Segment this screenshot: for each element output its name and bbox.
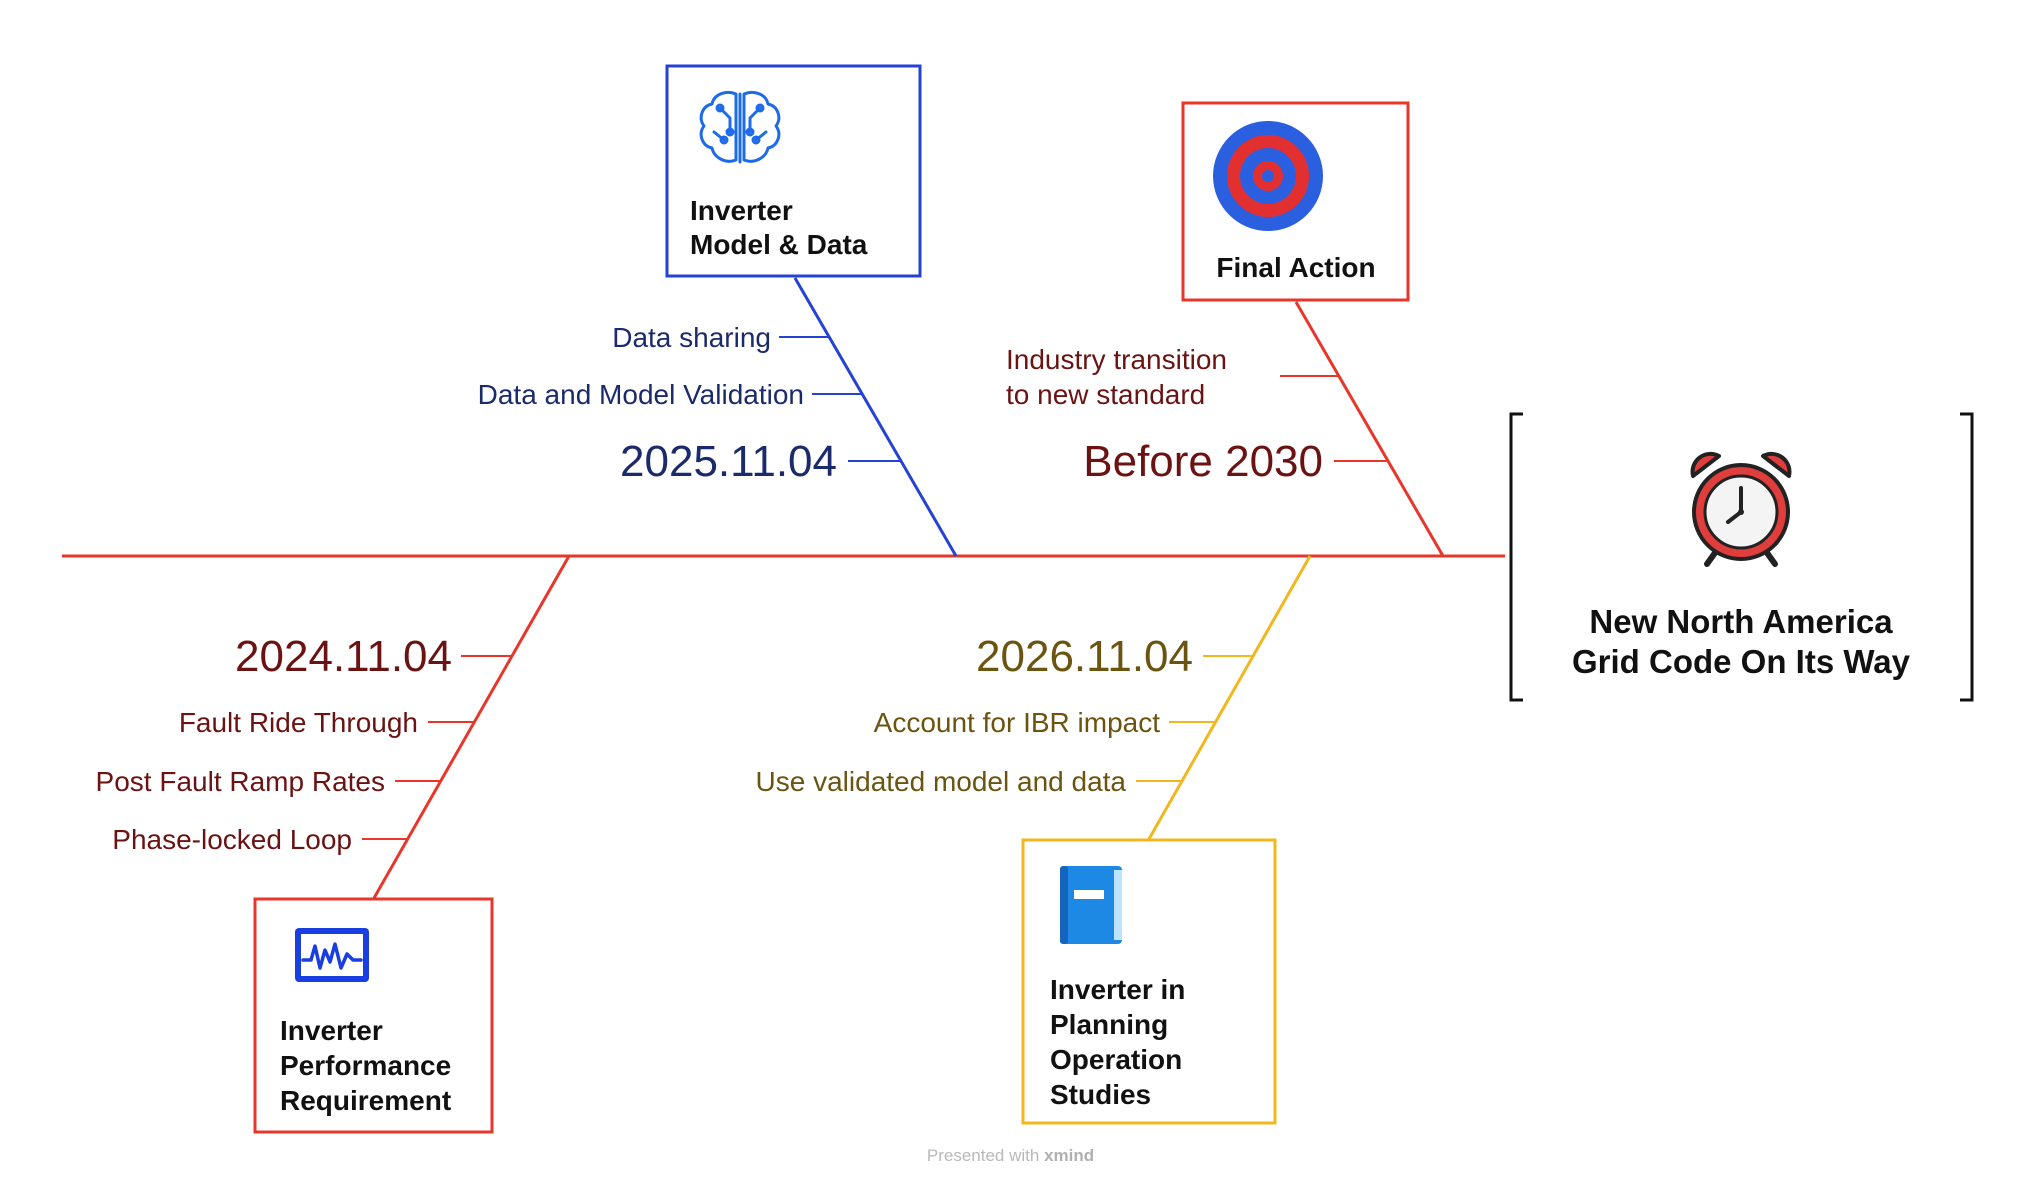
item-use-validated-model: Use validated model and data — [756, 766, 1127, 797]
item-data-model-validation: Data and Model Validation — [478, 379, 804, 410]
topic-title-performance-line1: Inverter — [280, 1015, 383, 1046]
waveform-monitor-icon — [295, 928, 369, 982]
alarm-clock-icon — [1690, 451, 1792, 567]
item-account-ibr-impact: Account for IBR impact — [874, 707, 1161, 738]
topic-title-performance-line3: Requirement — [280, 1085, 451, 1116]
watermark-prefix: Presented with — [926, 1146, 1040, 1165]
topic-title-performance-line2: Performance — [280, 1050, 451, 1081]
item-industry-transition-line2: to new standard — [1006, 379, 1205, 410]
target-icon — [1213, 121, 1323, 231]
date-label-2025: 2025.11.04 — [620, 437, 837, 486]
item-post-fault-ramp-rates: Post Fault Ramp Rates — [96, 766, 385, 797]
branch-line-model-data — [793, 277, 958, 557]
topic-title-model-data-line1: Inverter — [690, 195, 793, 226]
presented-with-watermark: Presented with xmind — [0, 1146, 2021, 1166]
topic-box-performance[interactable] — [253, 897, 494, 1134]
topic-title-final-action: Final Action — [1216, 252, 1375, 283]
head-bracket — [1509, 412, 1974, 702]
topic-title-planning-line1: Inverter in — [1050, 974, 1185, 1005]
topic-title-planning-line2: Planning — [1050, 1009, 1168, 1040]
head-title-line1: New North America — [1589, 603, 1893, 640]
date-label-2024: 2024.11.04 — [235, 632, 452, 681]
item-fault-ride-through: Fault Ride Through — [179, 707, 418, 738]
topic-box-model-data[interactable] — [665, 64, 922, 278]
book-icon — [1060, 866, 1122, 944]
date-label-2026: 2026.11.04 — [976, 632, 1193, 681]
topic-title-planning-line3: Operation — [1050, 1044, 1182, 1075]
date-label-2030: Before 2030 — [1083, 437, 1323, 486]
branch-line-final-action — [1294, 301, 1445, 557]
head-title-line2: Grid Code On Its Way — [1572, 643, 1911, 680]
item-phase-locked-loop: Phase-locked Loop — [112, 824, 352, 855]
topic-title-planning-line4: Studies — [1050, 1079, 1151, 1110]
watermark-brand: xmind — [1044, 1146, 1095, 1165]
branch-line-planning — [1147, 555, 1312, 840]
topic-title-model-data-line2: Model & Data — [690, 229, 868, 260]
ai-brain-icon — [699, 90, 781, 164]
item-data-sharing: Data sharing — [612, 322, 771, 353]
branch-line-performance — [372, 555, 571, 899]
item-industry-transition-line1: Industry transition — [1006, 344, 1227, 375]
